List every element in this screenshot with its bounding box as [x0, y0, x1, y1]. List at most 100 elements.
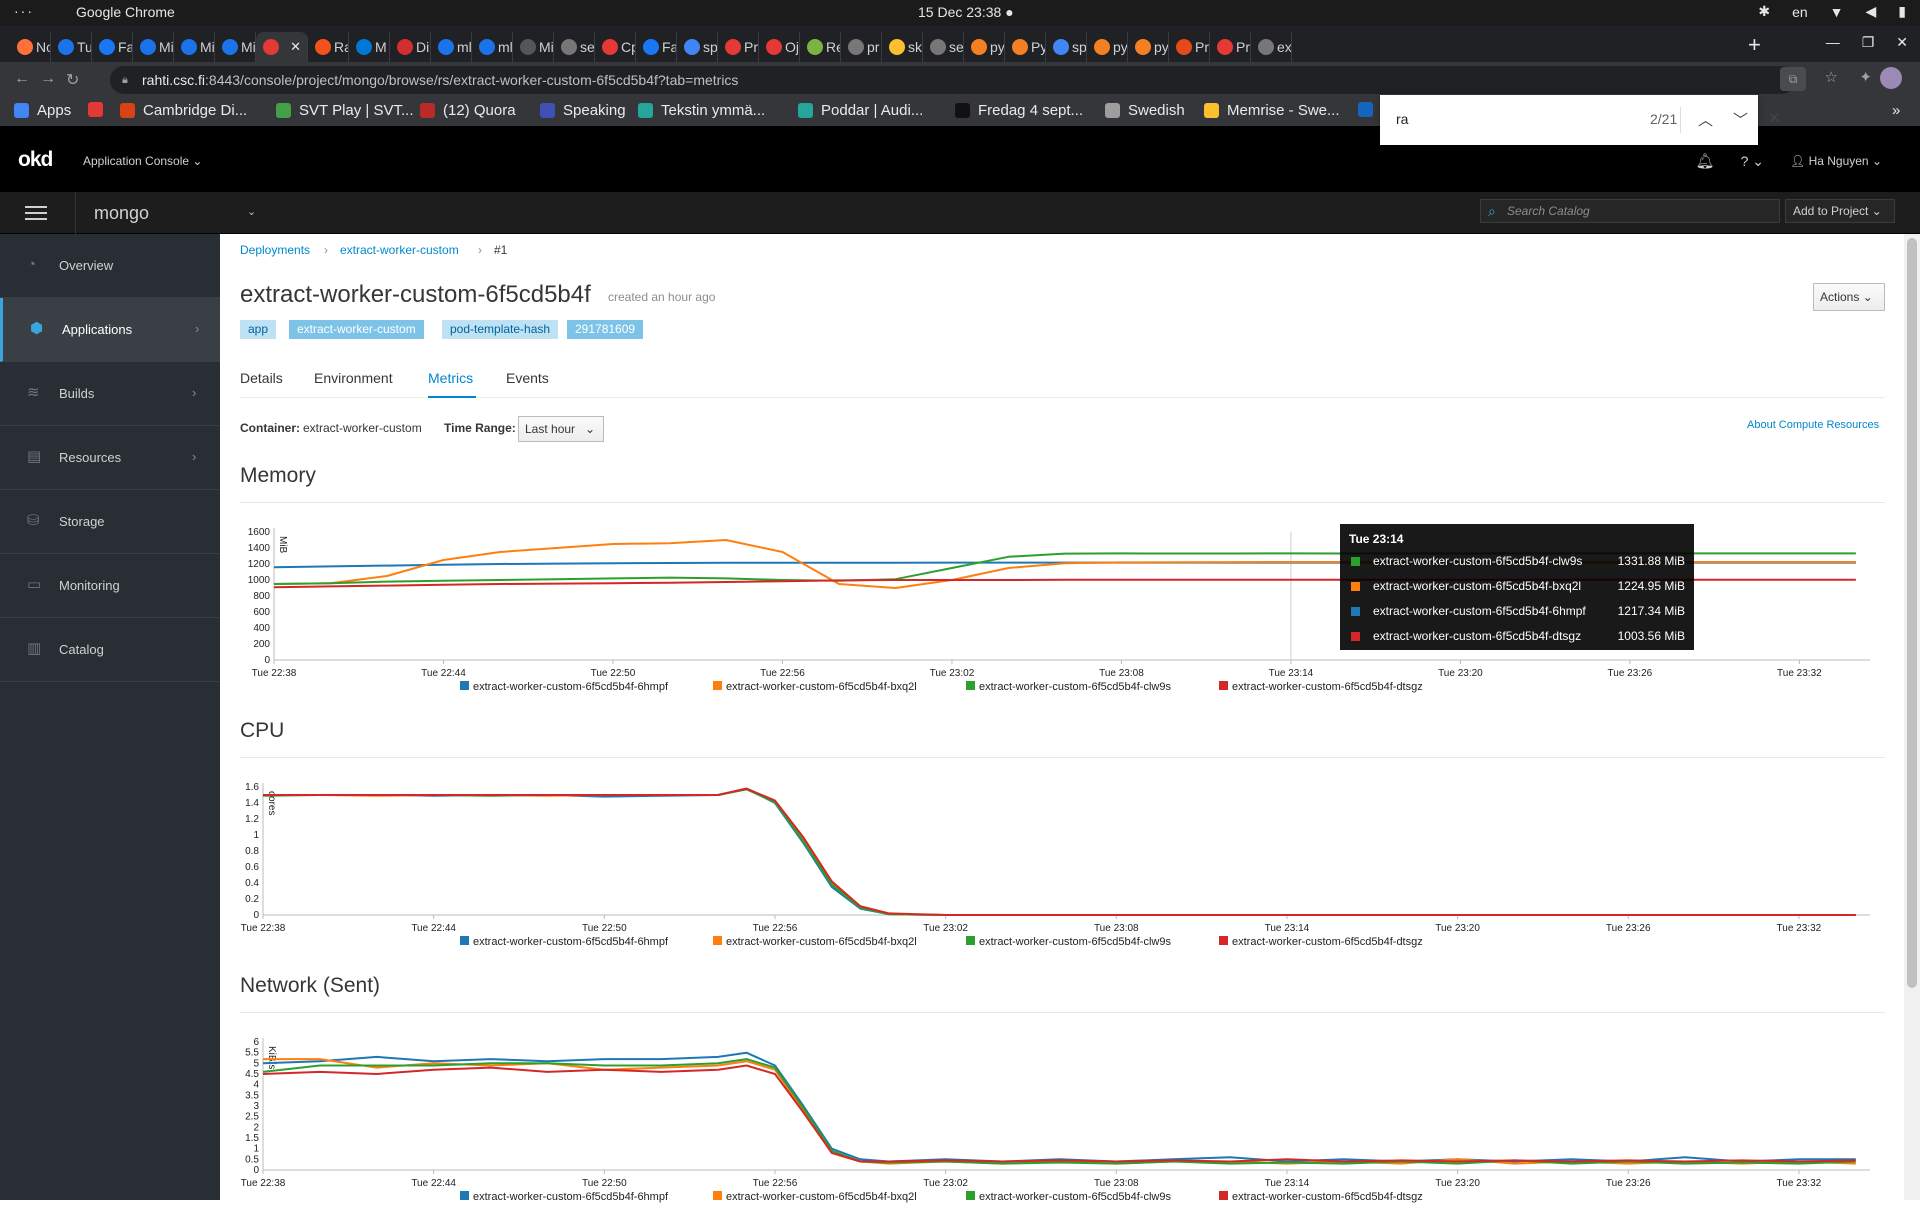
slack-icon[interactable]: ✱: [1758, 3, 1771, 19]
actions-button[interactable]: Actions ⌄: [1813, 283, 1885, 311]
breadcrumb-deployment[interactable]: extract-worker-custom: [340, 243, 459, 257]
label-value-pod-template-hash[interactable]: 291781609: [567, 320, 644, 339]
browser-tab[interactable]: sp: [1046, 32, 1087, 62]
sidebar-item-storage[interactable]: ⛁ Storage: [0, 490, 220, 554]
sidebar-item-overview[interactable]: ◔ Overview: [0, 234, 220, 298]
volume-icon[interactable]: ◀: [1865, 3, 1877, 19]
hamburger-menu-icon[interactable]: [25, 206, 47, 224]
browser-tab[interactable]: se: [923, 32, 964, 62]
application-console-menu[interactable]: Application Console ⌄: [83, 154, 202, 168]
tab-details[interactable]: Details: [240, 370, 283, 386]
scrollbar-thumb[interactable]: [1907, 238, 1917, 988]
browser-tab[interactable]: Mi: [513, 32, 554, 62]
browser-tab[interactable]: ✕: [256, 32, 308, 62]
address-bar[interactable]: 🔒︎ rahti.csc.fi:8443/console/project/mon…: [110, 66, 1796, 94]
browser-tab[interactable]: Py: [1005, 32, 1046, 62]
sidebar-item-builds[interactable]: ≋ Builds ›: [0, 362, 220, 426]
tab-close-icon[interactable]: ✕: [290, 39, 301, 54]
browser-tab[interactable]: ml: [431, 32, 472, 62]
browser-tab[interactable]: py: [1087, 32, 1128, 62]
back-icon[interactable]: ←: [14, 70, 30, 87]
active-app-name[interactable]: Google Chrome: [76, 4, 175, 20]
user-menu[interactable]: 👤︎ Ha Nguyen ⌄: [1789, 154, 1882, 168]
reload-icon[interactable]: ↻: [66, 72, 80, 89]
battery-icon[interactable]: ▮: [1898, 3, 1906, 19]
browser-tab[interactable]: Mi: [215, 32, 256, 62]
browser-tab[interactable]: ex: [1251, 32, 1292, 62]
bookmark-item[interactable]: Speaking: [540, 102, 626, 119]
project-selector[interactable]: mongo: [94, 203, 150, 223]
bookmark-item[interactable]: Memrise - Swe...: [1204, 102, 1340, 119]
notification-bell-icon[interactable]: 🔔︎: [1695, 153, 1715, 170]
profile-avatar[interactable]: [1880, 67, 1902, 89]
browser-tab[interactable]: Nc: [10, 32, 51, 62]
browser-tab[interactable]: Pr: [718, 32, 759, 62]
browser-tab[interactable]: Re: [800, 32, 841, 62]
bookmark-item[interactable]: Tekstin ymmä...: [638, 102, 765, 119]
breadcrumb-deployments[interactable]: Deployments: [240, 243, 311, 257]
time-range-select[interactable]: Last hour ⌄: [518, 416, 604, 442]
browser-tab[interactable]: sp: [677, 32, 718, 62]
minimize-icon[interactable]: —: [1825, 34, 1840, 50]
find-input[interactable]: ra: [1396, 111, 1409, 127]
search-catalog-input[interactable]: ⌕ Search Catalog: [1480, 199, 1780, 223]
forward-icon[interactable]: →: [40, 70, 56, 87]
clock[interactable]: 15 Dec 23:38 ●: [918, 4, 1014, 20]
browser-tab[interactable]: se: [554, 32, 595, 62]
browser-tab[interactable]: Fa: [636, 32, 677, 62]
about-compute-resources-link[interactable]: About Compute Resources: [1747, 419, 1880, 431]
tab-environment[interactable]: Environment: [314, 370, 393, 386]
activities-menu[interactable]: ···: [14, 3, 34, 19]
bookmark-item[interactable]: Swedish: [1105, 102, 1185, 119]
browser-tab[interactable]: Ra: [308, 32, 349, 62]
extensions-icon[interactable]: ✦: [1859, 69, 1872, 86]
browser-tab[interactable]: Oj: [759, 32, 800, 62]
sidebar-item-applications[interactable]: ⬢ Applications ›: [0, 298, 220, 362]
bookmark-item[interactable]: [1358, 102, 1381, 117]
browser-tab[interactable]: py: [1128, 32, 1169, 62]
browser-tab[interactable]: Pr: [1210, 32, 1251, 62]
new-tab-icon[interactable]: +: [1748, 32, 1761, 57]
browser-tab[interactable]: py: [964, 32, 1005, 62]
browser-tab[interactable]: pr: [841, 32, 882, 62]
page-action-icon[interactable]: ⧉: [1780, 67, 1806, 91]
restore-icon[interactable]: ❐: [1861, 34, 1875, 50]
label-key-app[interactable]: app: [240, 320, 277, 339]
tab-metrics[interactable]: Metrics: [428, 370, 474, 386]
bookmark-item[interactable]: [88, 102, 111, 117]
bookmark-item[interactable]: SVT Play | SVT...: [276, 102, 414, 119]
browser-tab[interactable]: M: [349, 32, 390, 62]
wifi-icon[interactable]: ▼: [1829, 3, 1844, 20]
add-to-project-button[interactable]: Add to Project ⌄: [1785, 199, 1895, 223]
tab-events[interactable]: Events: [506, 370, 549, 386]
find-next-icon[interactable]: ﹀: [1733, 112, 1749, 129]
browser-tab[interactable]: Mi: [174, 32, 215, 62]
browser-tab[interactable]: Pr: [1169, 32, 1210, 62]
sidebar-item-catalog[interactable]: ▥ Catalog: [0, 618, 220, 682]
find-close-icon[interactable]: ✕: [1768, 110, 1781, 127]
browser-tab[interactable]: Di: [390, 32, 431, 62]
bookmark-item[interactable]: Cambridge Di...: [120, 102, 247, 119]
bookmark-star-icon[interactable]: ☆: [1824, 69, 1838, 86]
bookmarks-overflow-icon[interactable]: »: [1892, 102, 1901, 119]
label-value-app[interactable]: extract-worker-custom: [289, 320, 424, 339]
bookmark-item[interactable]: Poddar | Audi...: [798, 102, 923, 119]
sidebar-item-monitoring[interactable]: ▭ Monitoring: [0, 554, 220, 618]
browser-tab[interactable]: Mi: [133, 32, 174, 62]
browser-tab[interactable]: Tu: [51, 32, 92, 62]
page-scrollbar[interactable]: [1904, 234, 1920, 1200]
sidebar-item-resources[interactable]: ▤ Resources ›: [0, 426, 220, 490]
browser-tab[interactable]: Cp: [595, 32, 636, 62]
close-window-icon[interactable]: ✕: [1896, 34, 1908, 50]
okd-logo[interactable]: okd: [18, 148, 53, 171]
find-previous-icon[interactable]: ︿: [1698, 112, 1714, 129]
language-indicator[interactable]: en: [1792, 3, 1808, 20]
browser-tab[interactable]: sk: [882, 32, 923, 62]
bookmark-item[interactable]: (12) Quora: [420, 102, 516, 119]
browser-tab[interactable]: ml: [472, 32, 513, 62]
bookmark-item[interactable]: Fredag 4 sept...: [955, 102, 1083, 119]
browser-tab[interactable]: Fa: [92, 32, 133, 62]
chevron-down-icon[interactable]: ⌄: [247, 206, 257, 218]
help-icon[interactable]: ? ⌄: [1740, 152, 1764, 169]
bookmark-item[interactable]: Apps: [14, 102, 71, 119]
